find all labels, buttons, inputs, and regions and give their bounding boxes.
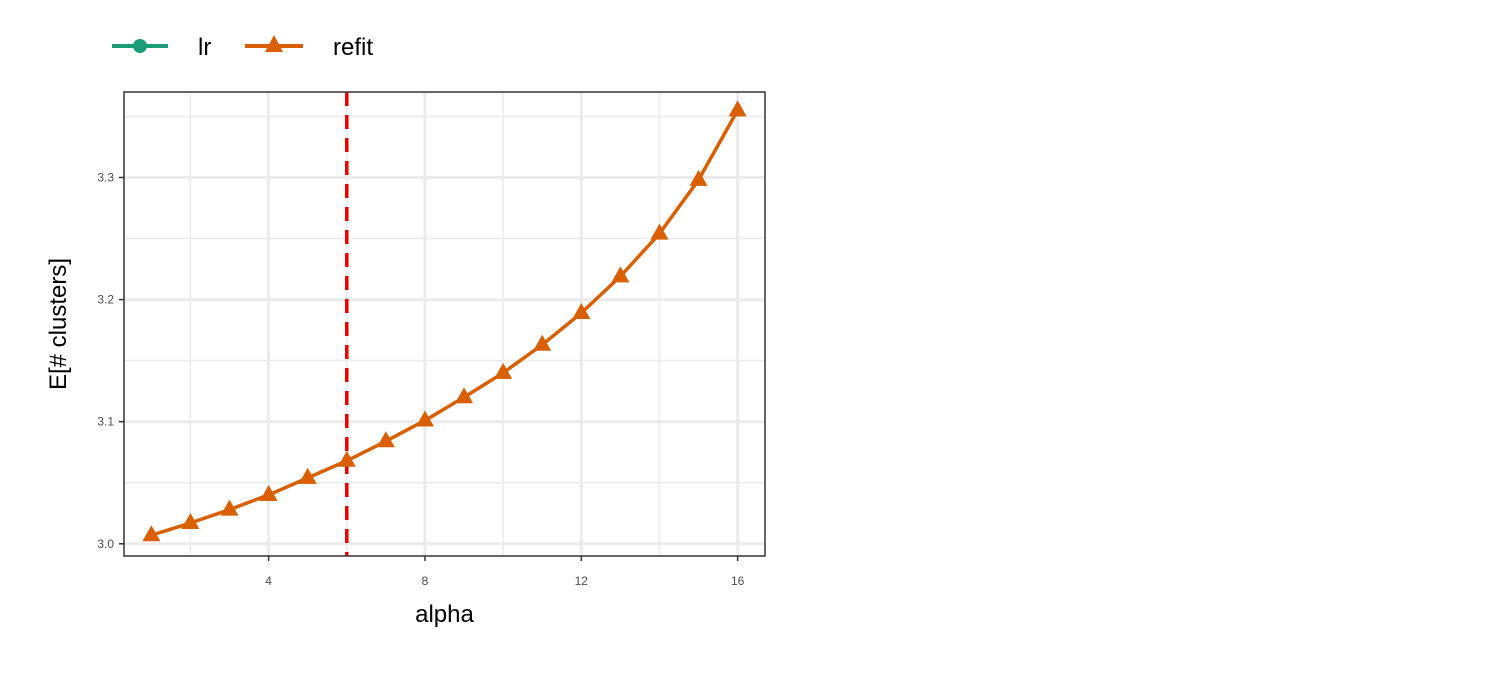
- data-point-refit: [415, 410, 434, 427]
- data-point-refit: [689, 169, 708, 186]
- data-point-refit: [337, 450, 356, 467]
- y-tick-label: 3.0: [97, 537, 114, 551]
- legend-label-refit: refit: [333, 34, 373, 61]
- data-point-refit: [494, 362, 513, 379]
- series-line-refit: [150, 109, 740, 537]
- legend: lr refit: [112, 34, 373, 61]
- data-point-refit: [650, 223, 669, 240]
- data-point-refit: [220, 499, 239, 516]
- data-point-refit: [455, 387, 474, 404]
- y-axis-title: E[# clusters]: [45, 258, 72, 390]
- data-point-refit: [181, 513, 200, 530]
- data-point-refit: [533, 334, 552, 351]
- grid: [124, 92, 765, 556]
- axes: 4 8 12 16 3.0 3.1 3.2 3.3: [97, 170, 744, 588]
- legend-marker-refit: [265, 35, 283, 52]
- x-tick-label: 16: [731, 574, 745, 588]
- data-point-refit: [728, 100, 747, 117]
- legend-marker-lr: [133, 39, 147, 53]
- y-tick-label: 3.3: [97, 170, 114, 184]
- y-tick-label: 3.1: [97, 415, 114, 429]
- data-point-refit: [611, 266, 630, 283]
- x-tick-label: 12: [575, 574, 589, 588]
- x-axis-title: alpha: [415, 601, 474, 628]
- series-layer: [142, 100, 747, 542]
- x-tick-label: 4: [265, 574, 272, 588]
- plot-panel: [124, 92, 765, 556]
- data-point-refit: [142, 525, 161, 542]
- plot-panel-border: [123, 91, 766, 557]
- legend-label-lr: lr: [198, 34, 211, 61]
- data-point-refit: [259, 484, 278, 501]
- data-point-refit: [572, 303, 591, 320]
- data-point-refit: [298, 467, 317, 484]
- x-tick-label: 8: [422, 574, 429, 588]
- data-point-refit: [376, 431, 395, 448]
- y-tick-label: 3.2: [97, 293, 114, 307]
